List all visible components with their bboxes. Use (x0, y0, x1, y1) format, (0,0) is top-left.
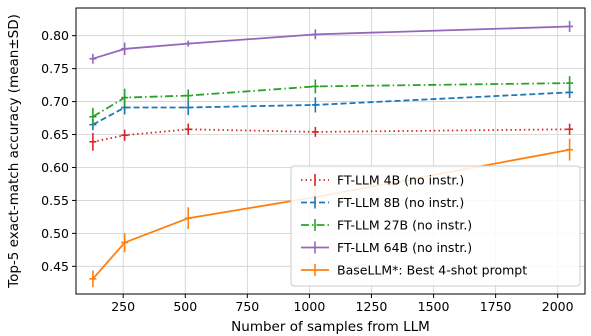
legend-item: FT-LLM 4B (no instr.) (301, 173, 464, 188)
legend-label: FT-LLM 4B (no instr.) (337, 173, 464, 188)
data-point (89, 53, 97, 64)
data-point (311, 79, 319, 94)
data-point (121, 233, 129, 253)
legend-item: FT-LLM 64B (no instr.) (301, 240, 472, 255)
series-line (92, 91, 570, 126)
legend-label: BaseLLM*: Best 4-shot prompt (337, 263, 527, 278)
data-point (184, 40, 192, 47)
y-axis-label: Top-5 exact-match accuracy (mean±SD) (6, 14, 22, 289)
x-tick-label: 250 (111, 299, 135, 314)
y-tick-label: 0.55 (41, 193, 69, 208)
y-tick-label: 0.80 (41, 28, 69, 43)
data-point (184, 123, 192, 135)
data-point (311, 126, 319, 137)
series-line (92, 82, 570, 118)
plot-frame (75, 7, 586, 295)
data-point (89, 107, 97, 126)
data-point (566, 20, 574, 33)
legend-item: FT-LLM 27B (no instr.) (301, 218, 472, 233)
data-point (311, 29, 319, 40)
series-line (92, 128, 570, 143)
x-axis-label: Number of samples from LLM (231, 319, 430, 335)
x-tick-label: 2000 (542, 299, 574, 314)
series-2 (89, 86, 574, 131)
legend-box (290, 165, 581, 287)
x-tick-label: 750 (235, 299, 259, 314)
series-line (92, 25, 570, 60)
data-point (566, 123, 574, 135)
x-tick-label: 1000 (293, 299, 325, 314)
data-point (566, 138, 574, 161)
x-tick-label: 500 (173, 299, 197, 314)
data-point (121, 42, 129, 56)
data-point (311, 97, 319, 113)
y-tick-label: 0.60 (41, 160, 69, 175)
legend-item: BaseLLM*: Best 4-shot prompt (301, 263, 527, 278)
data-point (89, 270, 97, 288)
y-tick-label: 0.45 (41, 259, 69, 274)
x-tick-label: 1750 (480, 299, 512, 314)
y-tick-label: 0.70 (41, 94, 69, 109)
data-point (184, 89, 192, 102)
x-tick-label: 1250 (356, 299, 388, 314)
data-point (566, 76, 574, 91)
x-tick-label: 1500 (418, 299, 450, 314)
data-point (121, 88, 129, 107)
y-tick-label: 0.65 (41, 127, 69, 142)
data-point (184, 99, 192, 116)
y-tick-label: 0.75 (41, 61, 69, 76)
legend-label: FT-LLM 27B (no instr.) (337, 218, 472, 233)
legend: FT-LLM 4B (no instr.) FT-LLM 8B (no instr… (290, 165, 581, 287)
y-tick-label: 0.50 (41, 226, 69, 241)
series-1 (89, 123, 574, 151)
data-point (89, 132, 97, 151)
series-4 (89, 20, 574, 64)
legend-label: FT-LLM 64B (no instr.) (337, 240, 472, 255)
series-3 (89, 76, 574, 126)
data-point (184, 207, 192, 230)
ticks-layer: 250 500 750 1000 1250 1500 1750 2000 0.45 0.50 0.5… (41, 28, 573, 314)
legend-item: FT-LLM 8B (no instr.) (301, 195, 464, 210)
data-point (121, 129, 129, 141)
legend-label: FT-LLM 8B (no instr.) (337, 195, 464, 210)
